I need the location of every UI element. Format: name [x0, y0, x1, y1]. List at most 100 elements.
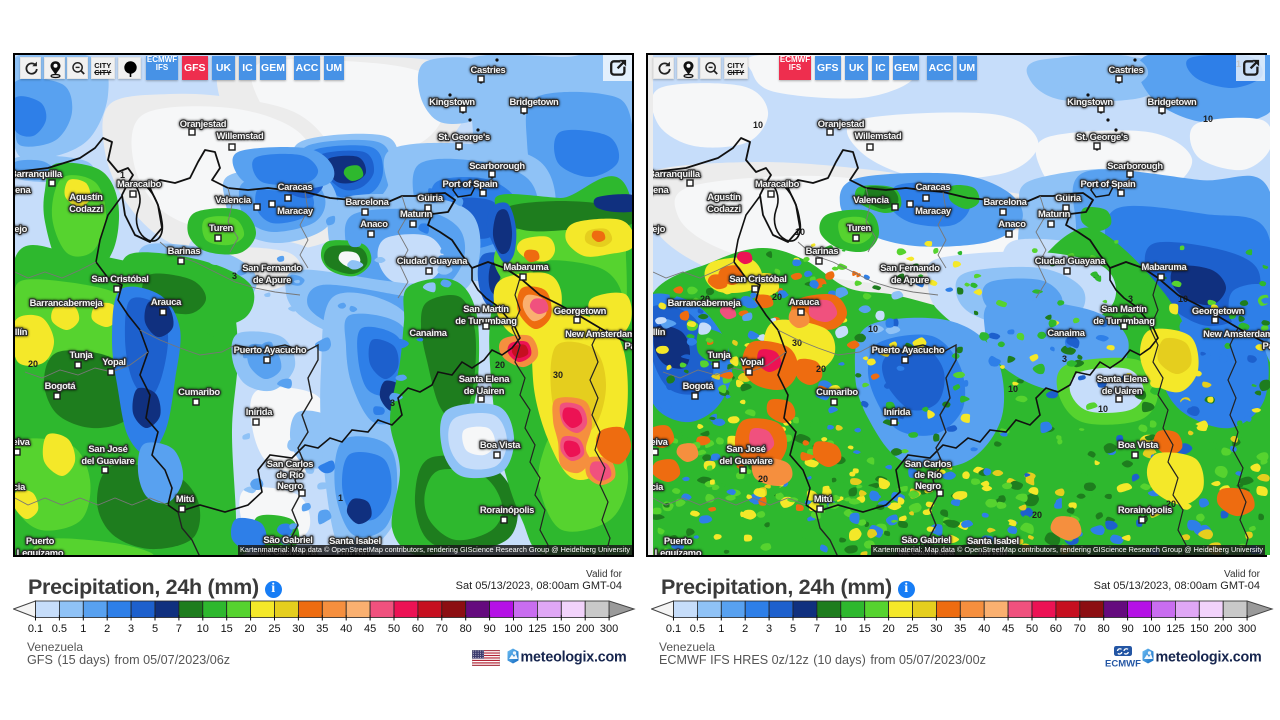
- svg-text:20: 20: [700, 294, 710, 304]
- svg-text:Barcelona: Barcelona: [983, 196, 1027, 207]
- svg-text:Codazzi: Codazzi: [69, 203, 103, 214]
- svg-text:Kingstown: Kingstown: [429, 96, 475, 107]
- svg-text:40: 40: [340, 623, 352, 635]
- svg-text:5: 5: [152, 623, 158, 635]
- svg-text:Georgetown: Georgetown: [1192, 305, 1245, 316]
- svg-text:3: 3: [1062, 354, 1067, 364]
- svg-text:de Uairen: de Uairen: [464, 385, 505, 396]
- svg-text:de Río: de Río: [276, 469, 304, 480]
- svg-text:eiva: eiva: [15, 436, 31, 447]
- svg-text:45: 45: [364, 623, 376, 635]
- svg-text:San José: San José: [88, 443, 127, 454]
- svg-text:10: 10: [197, 623, 209, 635]
- svg-text:5: 5: [790, 623, 796, 635]
- svg-text:llín: llín: [15, 326, 28, 337]
- svg-text:San Cristóbal: San Cristóbal: [91, 273, 148, 284]
- svg-text:Codazzi: Codazzi: [707, 203, 741, 214]
- svg-text:0.1: 0.1: [666, 623, 681, 635]
- svg-text:1: 1: [120, 170, 125, 180]
- svg-text:25: 25: [906, 623, 918, 635]
- svg-text:Mabaruma: Mabaruma: [504, 261, 550, 272]
- svg-text:2: 2: [104, 623, 110, 635]
- svg-text:Bridgetown: Bridgetown: [509, 96, 559, 107]
- svg-text:100: 100: [1142, 623, 1160, 635]
- svg-text:35: 35: [316, 623, 328, 635]
- svg-text:ECMWF: ECMWF: [1105, 659, 1141, 670]
- svg-text:20: 20: [1032, 510, 1042, 520]
- svg-text:0.5: 0.5: [52, 623, 67, 635]
- svg-text:Inírida: Inírida: [884, 406, 911, 417]
- svg-text:Barcelona: Barcelona: [345, 196, 389, 207]
- svg-text:Georgetown: Georgetown: [554, 305, 607, 316]
- svg-text:Scarborough: Scarborough: [469, 160, 525, 171]
- svg-text:3: 3: [1128, 294, 1133, 304]
- svg-text:del Guaviare: del Guaviare: [719, 455, 772, 466]
- svg-text:Puerto: Puerto: [664, 535, 693, 546]
- svg-text:Barrancabermeja: Barrancabermeja: [668, 297, 742, 308]
- svg-text:New Amsterdam: New Amsterdam: [565, 328, 632, 339]
- svg-text:3: 3: [766, 623, 772, 635]
- svg-text:St. George's: St. George's: [438, 131, 490, 142]
- svg-text:Santa Elena: Santa Elena: [1097, 373, 1148, 384]
- svg-text:90: 90: [483, 623, 495, 635]
- svg-text:São Gabriel: São Gabriel: [901, 534, 950, 545]
- svg-text:20: 20: [758, 474, 768, 484]
- svg-text:Bogotá: Bogotá: [683, 380, 715, 391]
- svg-text:0.1: 0.1: [28, 623, 43, 635]
- svg-text:Pa: Pa: [625, 340, 632, 351]
- svg-text:Barrancabermeja: Barrancabermeja: [30, 297, 104, 308]
- svg-text:20: 20: [244, 623, 256, 635]
- svg-text:Agustín: Agustín: [69, 191, 103, 202]
- svg-text:Valencia: Valencia: [215, 194, 252, 205]
- svg-text:gena: gena: [653, 184, 669, 195]
- svg-text:Barranquilla: Barranquilla: [15, 168, 63, 179]
- svg-text:90: 90: [1121, 623, 1133, 635]
- svg-text:30: 30: [292, 623, 304, 635]
- svg-text:eiva: eiva: [653, 436, 669, 447]
- svg-text:10: 10: [1178, 294, 1188, 304]
- svg-text:Oranjestad: Oranjestad: [180, 118, 227, 129]
- svg-text:Santa Elena: Santa Elena: [459, 373, 510, 384]
- svg-text:60: 60: [1050, 623, 1062, 635]
- svg-text:Anaco: Anaco: [360, 218, 388, 229]
- svg-text:Maracaibo: Maracaibo: [755, 178, 800, 189]
- svg-text:200: 200: [576, 623, 594, 635]
- svg-text:elejo: elejo: [15, 223, 28, 234]
- svg-text:Bridgetown: Bridgetown: [1147, 96, 1197, 107]
- svg-text:de Turumbang: de Turumbang: [1093, 315, 1155, 326]
- svg-text:del Guaviare: del Guaviare: [81, 455, 134, 466]
- svg-text:Mabaruma: Mabaruma: [1142, 261, 1188, 272]
- svg-text:125: 125: [1166, 623, 1184, 635]
- svg-text:Agustín: Agustín: [707, 191, 741, 202]
- svg-text:40: 40: [978, 623, 990, 635]
- svg-text:Inírida: Inírida: [246, 406, 273, 417]
- svg-text:Puerto Ayacucho: Puerto Ayacucho: [234, 344, 307, 355]
- svg-text:Ciudad Guayana: Ciudad Guayana: [1035, 255, 1107, 266]
- svg-text:Barranquilla: Barranquilla: [653, 168, 701, 179]
- svg-text:New Amsterdam: New Amsterdam: [1203, 328, 1270, 339]
- svg-text:Maracay: Maracay: [277, 205, 314, 216]
- svg-text:de Apure: de Apure: [891, 274, 929, 285]
- svg-text:35: 35: [954, 623, 966, 635]
- svg-text:7: 7: [176, 623, 182, 635]
- svg-text:Scarborough: Scarborough: [1107, 160, 1163, 171]
- svg-text:Turen: Turen: [209, 222, 234, 233]
- svg-text:Anaco: Anaco: [998, 218, 1026, 229]
- svg-text:70: 70: [1074, 623, 1086, 635]
- svg-text:60: 60: [412, 623, 424, 635]
- svg-text:Santa Isabel: Santa Isabel: [967, 535, 1019, 546]
- svg-text:Arauca: Arauca: [151, 296, 182, 307]
- svg-text:Boa Vista: Boa Vista: [480, 439, 521, 450]
- svg-text:Yopal: Yopal: [102, 356, 126, 367]
- svg-text:San Cristóbal: San Cristóbal: [729, 273, 786, 284]
- svg-text:Güiria: Güiria: [417, 192, 444, 203]
- svg-text:Canaima: Canaima: [409, 327, 447, 338]
- svg-text:Mitú: Mitú: [814, 493, 833, 504]
- svg-text:10: 10: [835, 623, 847, 635]
- svg-text:Kingstown: Kingstown: [1067, 96, 1113, 107]
- svg-text:Leguízamo: Leguízamo: [17, 547, 64, 555]
- svg-text:50: 50: [388, 623, 400, 635]
- svg-text:de Turumbang: de Turumbang: [455, 315, 517, 326]
- svg-text:150: 150: [552, 623, 570, 635]
- svg-text:Caracas: Caracas: [278, 181, 313, 192]
